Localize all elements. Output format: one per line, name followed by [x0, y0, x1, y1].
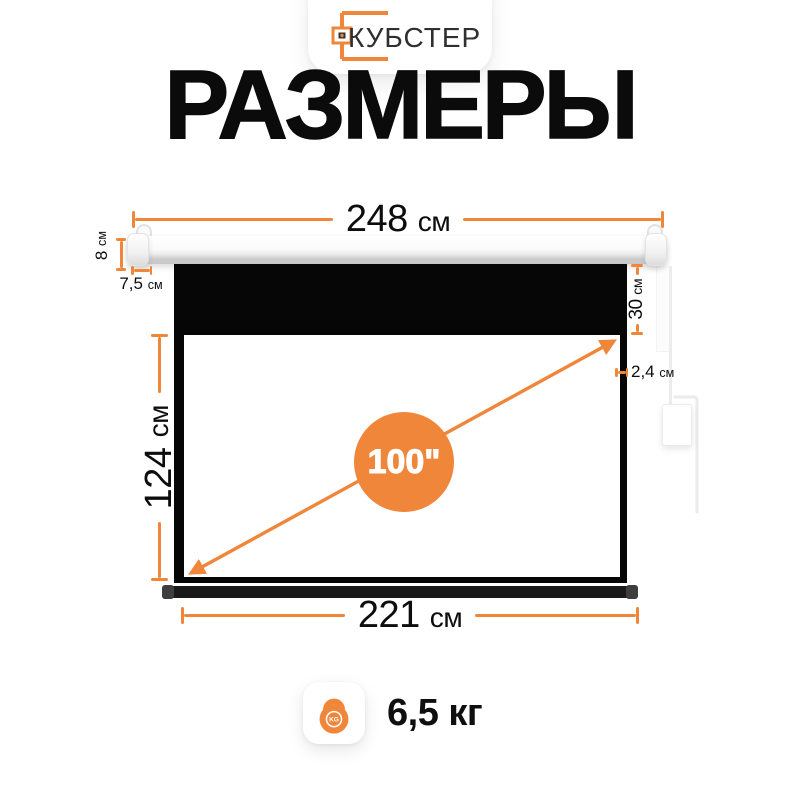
dim-line: [119, 241, 123, 268]
dim-housing-height: [114, 238, 128, 271]
dim-tick: [131, 266, 134, 275]
weight-icon-card: KG: [303, 682, 365, 744]
dim-line: [184, 613, 345, 617]
dim-tick: [132, 210, 135, 228]
dim-viewing-height-label: 124 см: [137, 405, 180, 510]
dim-housing-offset: [131, 266, 152, 275]
dim-line: [475, 613, 637, 617]
page-title: РАЗМЕРЫ: [164, 50, 640, 159]
kettlebell-icon: KG: [319, 698, 349, 734]
dim-housing-height-label: 8 см: [92, 231, 111, 261]
logo-card: КУБСТЕР: [308, 0, 492, 74]
dim-total-width-label: 248 см: [345, 197, 451, 240]
diagonal-size-badge: 100": [354, 412, 454, 512]
housing-endcap-left: [127, 233, 149, 266]
dim-tick: [615, 368, 618, 377]
dim-viewing-width: 221 см: [181, 592, 640, 638]
housing-endcap-right: [645, 233, 667, 266]
dim-top-drop: 30 см: [626, 264, 647, 336]
dim-line: [617, 371, 626, 374]
dim-tick: [116, 238, 126, 241]
dim-tick: [636, 606, 640, 624]
svg-text:KG: KG: [329, 717, 339, 724]
dim-line: [635, 323, 639, 333]
dim-tick: [149, 266, 152, 275]
bar-endcap-left: [162, 585, 174, 599]
dim-tick: [631, 332, 643, 336]
dim-tick: [181, 606, 184, 624]
brand-bracket-icon: [331, 11, 388, 61]
brand-name: КУБСТЕР: [348, 22, 482, 53]
weight-value: 6,5 кг: [387, 691, 483, 734]
power-cable: [669, 266, 672, 408]
dim-line: [133, 269, 150, 272]
bottom-weight-bar: [162, 586, 638, 598]
dim-side-border: [615, 368, 628, 377]
dim-line: [135, 217, 333, 221]
dim-line: [157, 521, 161, 579]
dim-top-drop-label: 30 см: [626, 279, 647, 320]
power-cord: [673, 395, 699, 514]
dim-tick: [631, 264, 643, 267]
dim-tick: [150, 578, 168, 582]
bar-endcap-right: [626, 585, 638, 599]
dim-tick: [116, 268, 126, 271]
dim-housing-offset-label: 7,5 см: [119, 274, 163, 293]
dim-total-width: 248 см: [132, 196, 665, 242]
dim-line: [463, 217, 662, 221]
control-box: [662, 404, 692, 446]
dim-line: [635, 267, 639, 276]
dim-side-border-label: 2,4 см: [631, 362, 675, 381]
dim-viewing-width-label: 221 см: [357, 593, 463, 636]
screen-housing: [128, 236, 666, 264]
diagonal-size-label: 100": [367, 442, 441, 481]
dim-tick: [661, 210, 665, 228]
dim-viewing-height: 124 см: [138, 334, 180, 582]
dim-tick: [625, 368, 628, 377]
dim-line: [157, 337, 161, 394]
dim-tick: [150, 334, 168, 337]
